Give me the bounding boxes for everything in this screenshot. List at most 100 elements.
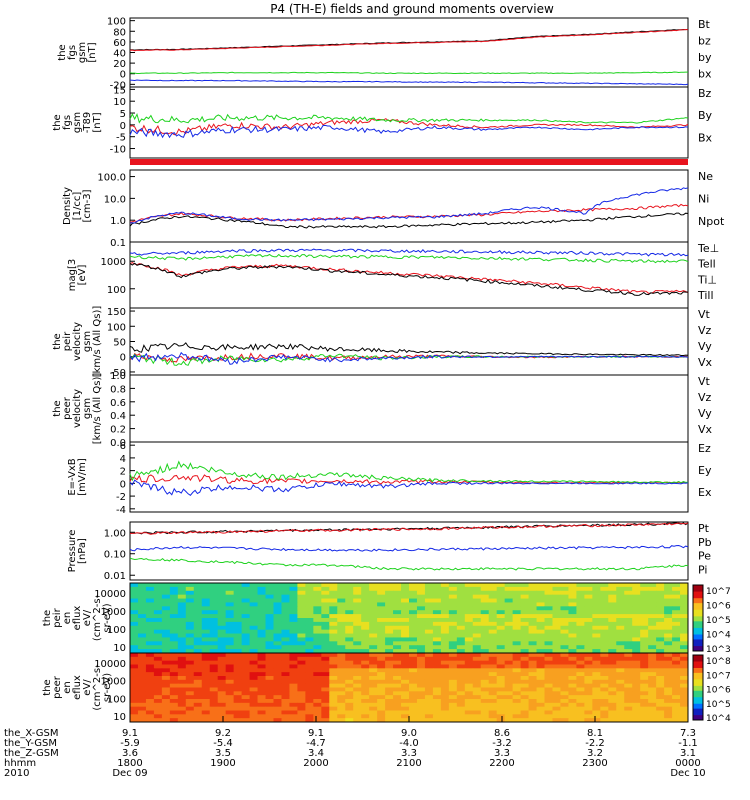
spectrogram-cell <box>369 594 378 600</box>
spectrogram-cell <box>624 583 633 588</box>
spectrogram-cell <box>440 687 450 692</box>
spectrogram-cell <box>640 687 649 692</box>
spectrogram-cell <box>249 714 259 719</box>
spectrogram-cell <box>472 695 482 700</box>
spectrogram-cell <box>145 602 155 607</box>
spectrogram-cell <box>265 710 274 715</box>
spectrogram-cell <box>640 683 649 688</box>
spectrogram-cell <box>440 699 450 704</box>
spectrogram-cell <box>137 702 147 708</box>
spectrogram-cell <box>536 702 546 708</box>
spectrogram-cell <box>528 641 538 646</box>
y-tick-label: -20 <box>110 80 126 91</box>
spectrogram-cell <box>680 594 689 600</box>
spectrogram-cell <box>265 618 274 623</box>
spectrogram-cell <box>640 633 649 638</box>
spectrogram-cell <box>504 676 514 681</box>
spectrogram-cell <box>153 637 163 642</box>
colorbar-segment <box>693 585 703 588</box>
spectrogram-cell <box>313 614 322 619</box>
spectrogram-cell <box>393 606 402 611</box>
spectrogram-cell <box>616 660 625 665</box>
spectrogram-cell <box>249 637 259 642</box>
spectrogram-cell <box>552 691 561 696</box>
spectrogram-cell <box>536 583 546 588</box>
y-axis-label: the <box>52 400 63 416</box>
spectrogram-cell <box>496 679 506 685</box>
y-tick-label: -2 <box>116 492 126 503</box>
spectrogram-cell <box>568 691 577 696</box>
spectrogram-cell <box>584 653 593 658</box>
colorbar-segment <box>693 642 703 645</box>
colorbar-segment <box>693 658 703 661</box>
spectrogram-cell <box>504 633 514 638</box>
spectrogram-cell <box>584 606 593 611</box>
spectrogram-cell <box>305 633 314 638</box>
spectrogram-cell <box>520 710 530 715</box>
spectrogram-cell <box>337 672 346 677</box>
spectrogram-cell <box>185 598 195 603</box>
spectrogram-cell <box>249 586 259 592</box>
spectrogram-cell <box>456 691 466 696</box>
spectrogram-cell <box>592 614 601 619</box>
footer-row-label: the_Y-GSM <box>4 738 57 749</box>
spectrogram-cell <box>536 606 546 611</box>
spectrogram-cell <box>401 602 410 607</box>
spectrogram-cell <box>488 702 498 708</box>
spectrogram-cell <box>289 706 298 711</box>
spectrogram-cell <box>265 702 274 708</box>
spectrogram-cell <box>249 679 259 685</box>
spectrogram-cell <box>632 610 641 615</box>
spectrogram-cell <box>297 629 306 635</box>
spectrogram-cell <box>153 676 163 681</box>
colorbar-segment <box>693 618 703 621</box>
spectrogram-cell <box>496 641 506 646</box>
spectrogram-cell <box>600 633 609 638</box>
spectrogram-cell <box>584 679 593 685</box>
spectrogram-cell <box>664 602 673 607</box>
colorbar-segment <box>693 603 703 606</box>
spectrogram-cell <box>217 614 227 619</box>
spectrogram-cell <box>488 649 498 654</box>
spectrogram-cell <box>680 702 689 708</box>
spectrogram-cell <box>401 606 410 611</box>
spectrogram-cell <box>161 710 171 715</box>
spectrogram-cell <box>177 691 187 696</box>
spectrogram-cell <box>209 586 219 592</box>
spectrogram-cell <box>584 699 593 704</box>
series-Te⊥ <box>129 262 689 294</box>
spectrogram-cell <box>385 594 394 600</box>
spectrogram-cell <box>385 706 394 711</box>
spectrogram-cell <box>377 637 386 642</box>
spectrogram-cell <box>424 668 434 673</box>
y-tick-label: 1000 <box>101 257 126 268</box>
spectrogram-cell <box>257 660 267 665</box>
spectrogram-cell <box>265 672 274 677</box>
spectrogram-cell <box>353 710 362 715</box>
spectrogram-cell <box>273 586 282 592</box>
spectrogram-cell <box>145 625 155 631</box>
spectrogram-cell <box>488 586 498 592</box>
spectrogram-cell <box>432 664 442 669</box>
spectrogram-cell <box>424 714 434 719</box>
spectrogram-cell <box>185 618 195 623</box>
spectrogram-cell <box>193 660 203 665</box>
colorbar-segment <box>693 626 703 629</box>
spectrogram-cell <box>369 602 378 607</box>
spectrogram-cell <box>145 714 155 719</box>
spectrogram-cell <box>488 718 498 723</box>
spectrogram-cell <box>161 641 171 646</box>
spectrogram-cell <box>560 676 569 681</box>
spectrogram-cell <box>193 649 203 654</box>
spectrogram-cell <box>161 602 171 607</box>
spectrogram-cell <box>680 618 689 623</box>
spectrogram-cell <box>130 637 139 642</box>
spectrogram-cell <box>672 699 681 704</box>
y-axis-label: peer <box>62 396 73 420</box>
y-tick-label: 100 <box>107 17 126 28</box>
spectrogram-cell <box>297 602 306 607</box>
spectrogram-cell <box>305 625 314 631</box>
spectrogram-cell <box>377 606 386 611</box>
spectrogram-cell <box>624 668 633 673</box>
